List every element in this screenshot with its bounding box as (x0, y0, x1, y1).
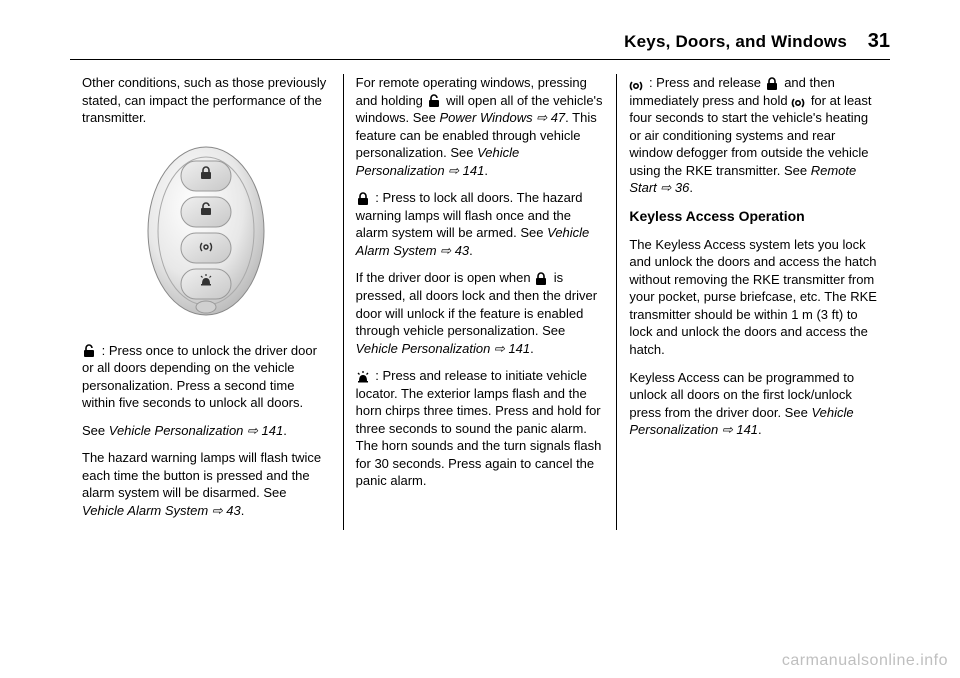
col3-subhead: Keyless Access Operation (629, 207, 878, 226)
remote-icon (629, 77, 643, 91)
watermark: carmanualsonline.info (782, 652, 948, 670)
col2-driver-door: If the driver door is open when is press… (356, 269, 605, 357)
col3-keyless-desc: The Keyless Access system lets you lock … (629, 236, 878, 359)
lock-icon (356, 192, 370, 206)
col3-keyless-prog: Keyless Access can be programmed to unlo… (629, 369, 878, 439)
col1-hazard: The hazard warning lamps will flash twic… (82, 449, 331, 519)
content-columns: Other conditions, such as those previous… (70, 74, 890, 530)
col2-lock-desc: : Press to lock all doors. The hazard wa… (356, 189, 605, 259)
page-header: Keys, Doors, and Windows 31 (70, 30, 890, 60)
page-container: Keys, Doors, and Windows 31 Other condit… (0, 0, 960, 550)
column-2: For remote operating windows, pressing a… (343, 74, 617, 530)
panic-icon (356, 370, 370, 384)
unlock-icon (82, 344, 96, 358)
col3-remote-start: : Press and release and then immediately… (629, 74, 878, 197)
lock-icon (765, 77, 779, 91)
col2-panic-desc: : Press and release to initiate vehicle … (356, 367, 605, 490)
remote-icon (791, 94, 805, 108)
page-number: 31 (868, 30, 890, 52)
col1-unlock-desc: : Press once to unlock the driver door o… (82, 342, 331, 412)
column-3: : Press and release and then immediately… (616, 74, 890, 530)
unlock-icon (427, 94, 441, 108)
keyfob-illustration (131, 139, 281, 324)
lock-icon (534, 272, 548, 286)
column-1: Other conditions, such as those previous… (70, 74, 343, 530)
col1-see-vp: See Vehicle Personalization ⇨ 141. (82, 422, 331, 440)
col2-windows: For remote operating windows, pressing a… (356, 74, 605, 179)
chapter-title: Keys, Doors, and Windows (624, 32, 847, 51)
col1-intro: Other conditions, such as those previous… (82, 74, 331, 127)
